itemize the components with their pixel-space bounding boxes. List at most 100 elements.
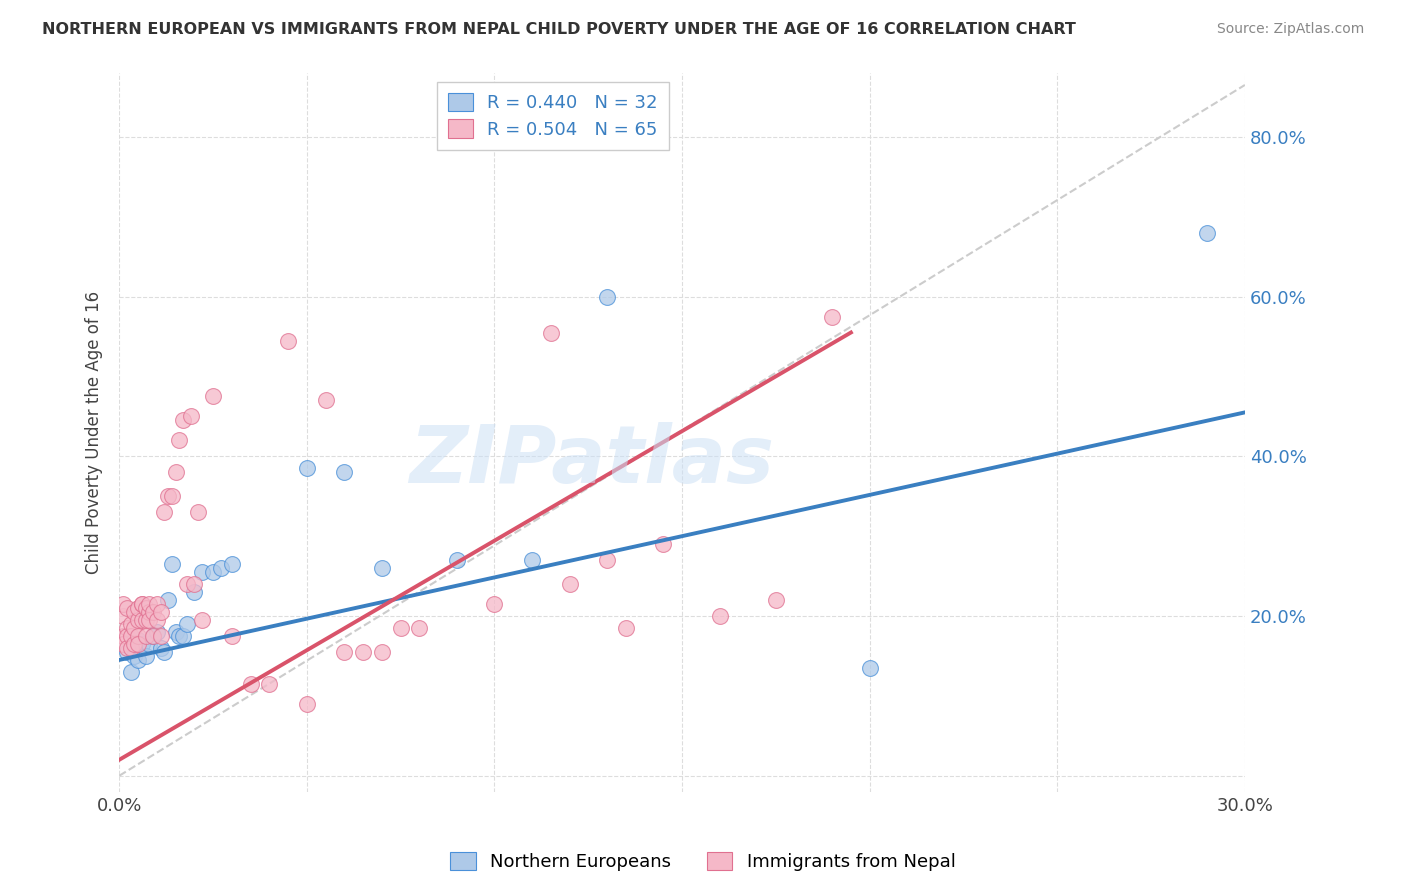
Point — [138, 605, 160, 619]
Point — [614, 621, 637, 635]
Point — [146, 625, 169, 640]
Point — [160, 489, 183, 503]
Point — [371, 561, 394, 575]
Point — [146, 613, 169, 627]
Point — [172, 413, 194, 427]
Point — [169, 629, 191, 643]
Point — [115, 621, 138, 635]
Point — [131, 597, 153, 611]
Point — [138, 637, 160, 651]
Point — [540, 326, 562, 340]
Point — [124, 637, 146, 651]
Point — [111, 609, 134, 624]
Point — [187, 505, 209, 519]
Point — [596, 289, 619, 303]
Point — [765, 593, 787, 607]
Point — [446, 553, 468, 567]
Point — [160, 557, 183, 571]
Point — [135, 648, 157, 663]
Legend: Northern Europeans, Immigrants from Nepal: Northern Europeans, Immigrants from Nepa… — [443, 845, 963, 879]
Point — [138, 613, 160, 627]
Point — [295, 461, 318, 475]
Point — [333, 465, 356, 479]
Point — [131, 597, 153, 611]
Point — [115, 601, 138, 615]
Text: NORTHERN EUROPEAN VS IMMIGRANTS FROM NEPAL CHILD POVERTY UNDER THE AGE OF 16 COR: NORTHERN EUROPEAN VS IMMIGRANTS FROM NEP… — [42, 22, 1076, 37]
Point — [165, 465, 187, 479]
Point — [127, 653, 149, 667]
Point — [115, 629, 138, 643]
Point — [239, 677, 262, 691]
Point — [183, 585, 205, 599]
Point — [127, 637, 149, 651]
Point — [157, 489, 180, 503]
Point — [221, 629, 243, 643]
Point — [191, 613, 214, 627]
Point — [202, 389, 225, 403]
Point — [149, 629, 172, 643]
Point — [408, 621, 430, 635]
Point — [149, 640, 172, 655]
Point — [124, 621, 146, 635]
Point — [315, 393, 337, 408]
Point — [389, 621, 412, 635]
Text: ZIPatlas: ZIPatlas — [409, 422, 775, 500]
Point — [115, 640, 138, 655]
Point — [259, 677, 281, 691]
Point — [120, 640, 142, 655]
Point — [127, 632, 149, 647]
Point — [221, 557, 243, 571]
Point — [138, 597, 160, 611]
Point — [484, 597, 506, 611]
Point — [142, 629, 165, 643]
Point — [183, 577, 205, 591]
Point — [124, 640, 146, 655]
Point — [127, 629, 149, 643]
Point — [859, 661, 882, 675]
Point — [111, 637, 134, 651]
Point — [127, 613, 149, 627]
Point — [558, 577, 581, 591]
Point — [176, 617, 198, 632]
Point — [135, 613, 157, 627]
Point — [176, 577, 198, 591]
Point — [191, 565, 214, 579]
Point — [172, 629, 194, 643]
Point — [153, 645, 176, 659]
Point — [131, 613, 153, 627]
Point — [295, 697, 318, 711]
Legend: R = 0.440   N = 32, R = 0.504   N = 65: R = 0.440 N = 32, R = 0.504 N = 65 — [437, 82, 669, 150]
Point — [127, 601, 149, 615]
Point — [180, 409, 202, 424]
Point — [120, 665, 142, 679]
Point — [120, 617, 142, 632]
Point — [111, 597, 134, 611]
Point — [277, 334, 299, 348]
Point — [135, 601, 157, 615]
Point — [149, 605, 172, 619]
Point — [111, 629, 134, 643]
Point — [596, 553, 619, 567]
Point — [209, 561, 232, 575]
Point — [165, 625, 187, 640]
Point — [371, 645, 394, 659]
Point — [120, 629, 142, 643]
Point — [202, 565, 225, 579]
Point — [142, 629, 165, 643]
Point — [157, 593, 180, 607]
Point — [1197, 226, 1219, 240]
Point — [131, 637, 153, 651]
Point — [352, 645, 374, 659]
Text: Source: ZipAtlas.com: Source: ZipAtlas.com — [1216, 22, 1364, 37]
Y-axis label: Child Poverty Under the Age of 16: Child Poverty Under the Age of 16 — [86, 291, 103, 574]
Point — [652, 537, 675, 551]
Point — [135, 629, 157, 643]
Point — [124, 648, 146, 663]
Point — [169, 434, 191, 448]
Point — [709, 609, 731, 624]
Point — [124, 605, 146, 619]
Point — [333, 645, 356, 659]
Point — [153, 505, 176, 519]
Point — [115, 645, 138, 659]
Point — [520, 553, 543, 567]
